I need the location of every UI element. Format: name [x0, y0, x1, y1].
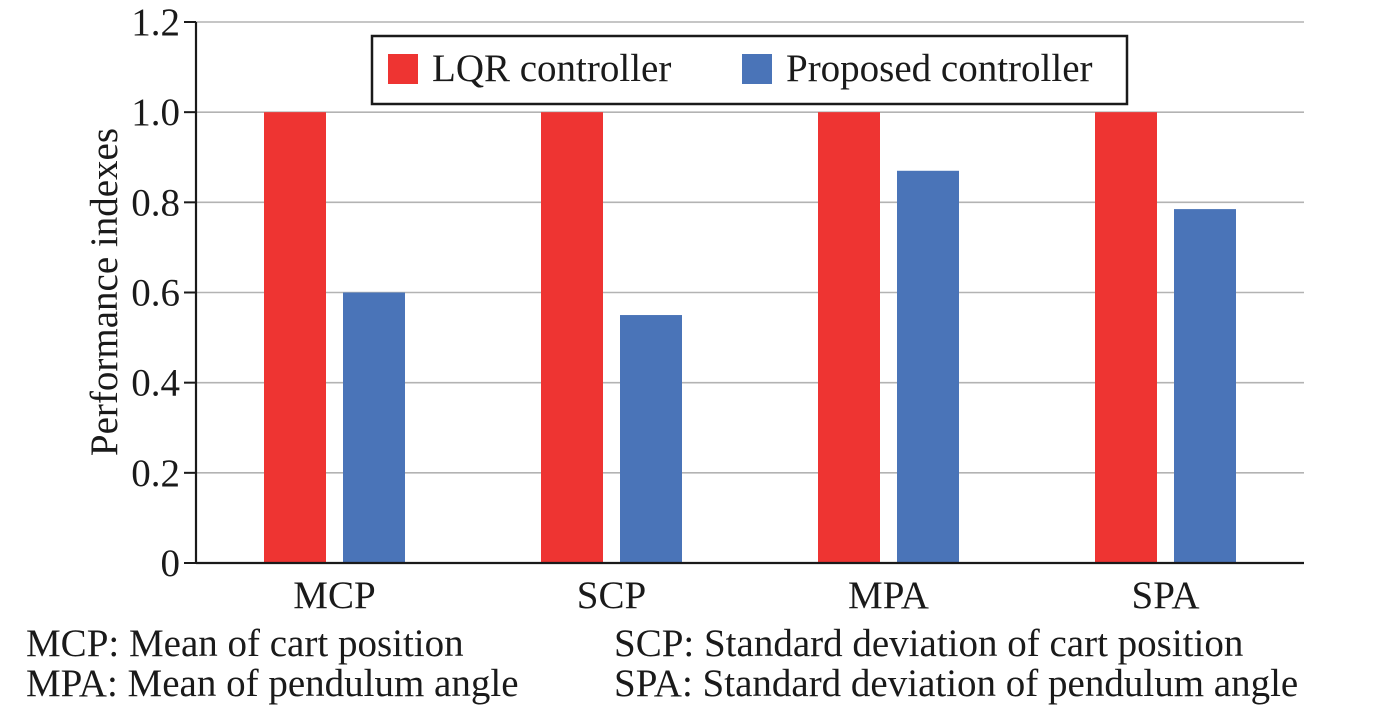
x-tick-label: MPA — [848, 574, 929, 617]
y-tick-label: 1.2 — [131, 1, 180, 44]
bar-chart: 0 0.2 0.4 0.6 0.8 1.0 1.2 MCP SCP MPA SPA LQR cont… — [83, 1, 1304, 617]
note-spa: SPA: Standard deviation of pendulum angl… — [614, 662, 1299, 705]
legend-swatch — [388, 54, 418, 84]
y-axis-label: Performance indexes — [83, 128, 126, 456]
legend-label: Proposed controller — [786, 47, 1093, 90]
bar-mcp-lqr — [264, 112, 326, 564]
x-tick-label: SPA — [1132, 574, 1200, 617]
y-tick-label: 0 — [161, 542, 181, 585]
y-tick-label: 0.2 — [131, 452, 180, 495]
y-tick-label: 0.4 — [131, 362, 180, 405]
y-tick-label: 0.8 — [131, 181, 180, 224]
bar-scp-lqr — [541, 112, 603, 564]
note-scp: SCP: Standard deviation of cart position — [614, 622, 1244, 665]
note-row: MCP: Mean of cart position SCP: Standard… — [26, 624, 1376, 664]
bar-spa-lqr — [1095, 112, 1157, 564]
axes: 0 0.2 0.4 0.6 0.8 1.0 1.2 MCP SCP MPA SPA — [131, 1, 1304, 617]
bars — [264, 112, 1236, 564]
y-tick-label: 1.0 — [131, 91, 180, 134]
bar-mpa-lqr — [818, 112, 880, 564]
bar-mcp-proposed — [343, 292, 405, 563]
note-mcp: MCP: Mean of cart position — [26, 622, 464, 665]
abbreviation-notes: MCP: Mean of cart position SCP: Standard… — [26, 624, 1376, 704]
bar-scp-proposed — [620, 315, 682, 563]
x-tick-label: MCP — [293, 574, 375, 617]
bar-spa-proposed — [1174, 209, 1236, 564]
legend-label: LQR controller — [432, 47, 671, 90]
legend: LQR controller Proposed controller — [370, 34, 1129, 106]
x-tick-label: SCP — [577, 574, 646, 617]
note-row: MPA: Mean of pendulum angle SPA: Standar… — [26, 664, 1376, 704]
legend-swatch — [742, 54, 772, 84]
y-tick-label: 0.6 — [131, 272, 180, 315]
note-mpa: MPA: Mean of pendulum angle — [26, 662, 519, 705]
bar-mpa-proposed — [897, 170, 959, 563]
